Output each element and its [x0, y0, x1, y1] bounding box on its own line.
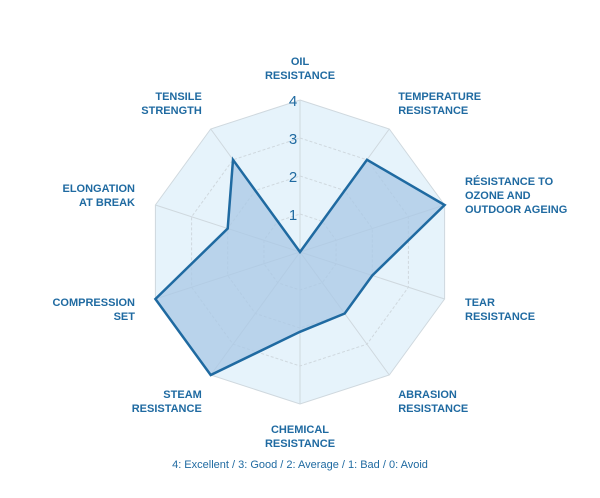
axis-label: OIL RESISTANCE: [265, 56, 335, 82]
axis-label-line: ELONGATION: [62, 183, 135, 195]
axis-label-line: AT BREAK: [79, 197, 135, 209]
tick-label: 1: [289, 207, 297, 224]
axis-label-line: ABRASION: [398, 389, 457, 401]
axis-label-line: TENSILE: [155, 91, 201, 103]
axis-label: ABRASION RESISTANCE: [398, 389, 468, 415]
axis-label-line: OIL: [291, 56, 310, 68]
axis-label-line: OZONE AND: [465, 190, 531, 202]
chart-caption: 4: Excellent / 3: Good / 2: Average / 1:…: [172, 459, 428, 471]
axis-label-line: RÉSISTANCE TO: [465, 175, 554, 188]
axis-label-line: RESISTANCE: [398, 403, 468, 415]
tick-label: 2: [289, 169, 297, 186]
tick-label: 3: [289, 131, 297, 148]
axis-label-line: COMPRESSION: [52, 297, 135, 309]
series-polygon: [153, 156, 447, 377]
axis-label-line: RESISTANCE: [132, 403, 202, 415]
axis-label-line: CHEMICAL: [271, 424, 329, 436]
radar-axis-labels: OIL RESISTANCE TEMPERATURE RESISTANCE RÉSIST…: [52, 56, 567, 450]
axis-label-line: TEAR: [465, 297, 495, 309]
tick-label: 4: [289, 93, 297, 110]
axis-label: TENSILE STRENGTH: [141, 91, 202, 117]
axis-label-line: RESISTANCE: [398, 105, 468, 117]
radar-tick-labels: 1 2 3 4: [289, 93, 297, 224]
axis-label: ELONGATION AT BREAK: [62, 183, 135, 209]
radar-series: [153, 156, 447, 377]
axis-label-line: RESISTANCE: [465, 311, 535, 323]
axis-label-line: RESISTANCE: [265, 438, 335, 450]
axis-label-line: OUTDOOR AGEING: [465, 204, 567, 216]
axis-label: COMPRESSION SET: [52, 297, 135, 323]
axis-label: STEAM RESISTANCE: [132, 389, 202, 415]
axis-label-line: STRENGTH: [141, 105, 202, 117]
axis-label: TEAR RESISTANCE: [465, 297, 535, 323]
axis-label: CHEMICAL RESISTANCE: [265, 424, 335, 450]
axis-label-line: RESISTANCE: [265, 70, 335, 82]
axis-label-line: STEAM: [163, 389, 202, 401]
axis-label: TEMPERATURE RESISTANCE: [398, 91, 481, 117]
axis-label-line: TEMPERATURE: [398, 91, 481, 103]
axis-label: RÉSISTANCE TO OZONE AND OUTDOOR AGEING: [465, 175, 567, 216]
axis-label-line: SET: [114, 311, 136, 323]
